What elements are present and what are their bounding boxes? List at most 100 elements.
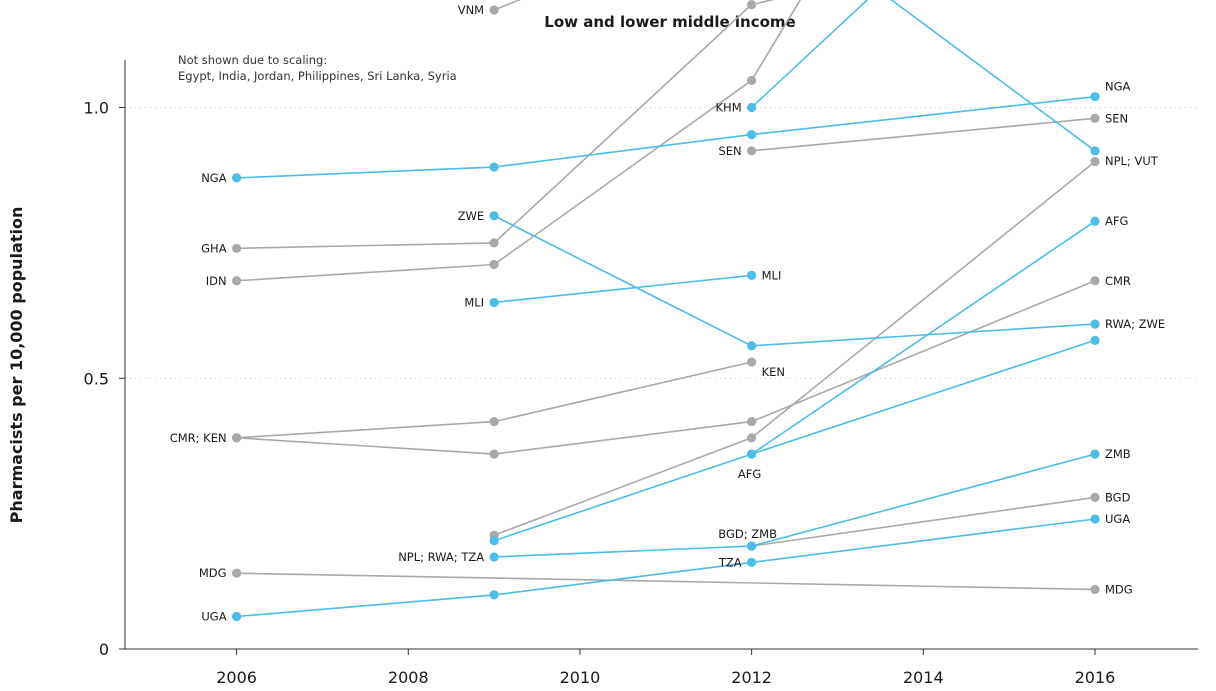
series-line-grey xyxy=(236,280,1096,455)
data-point xyxy=(747,0,757,10)
data-point xyxy=(231,173,242,183)
data-point xyxy=(1090,492,1100,502)
point-label: KEN xyxy=(762,365,785,379)
series-line-grey xyxy=(751,496,1096,547)
data-point xyxy=(1090,92,1100,102)
series-line-blue xyxy=(493,215,1096,347)
point-label: UGA xyxy=(201,610,226,624)
data-point xyxy=(489,211,499,221)
point-label: SEN xyxy=(718,144,741,158)
series-line-blue xyxy=(751,220,1096,455)
chart-title: Low and lower middle income xyxy=(544,13,795,31)
point-label: MLI xyxy=(464,295,484,309)
x-tick-label: 2010 xyxy=(560,668,601,687)
y-tick-label: 1.0 xyxy=(84,99,109,118)
data-point xyxy=(747,416,757,427)
data-point xyxy=(1090,157,1100,167)
series-line-blue xyxy=(236,518,1096,618)
point-label: BGD; ZMB xyxy=(718,527,777,541)
data-point xyxy=(231,568,242,578)
series-line-grey xyxy=(751,117,1096,152)
series-line-grey xyxy=(236,0,775,250)
series-line-blue xyxy=(890,0,1096,152)
data-point xyxy=(231,243,242,253)
data-point xyxy=(489,590,499,600)
data-point xyxy=(489,162,499,172)
series-line-blue xyxy=(494,274,752,304)
point-label: NPL; VUT xyxy=(1105,154,1159,168)
x-tick-label: 2006 xyxy=(216,668,257,687)
point-label: BGD xyxy=(1105,490,1131,504)
series-line-blue xyxy=(236,95,1096,179)
annotation-line-1: Not shown due to scaling: xyxy=(178,53,327,67)
point-label: SEN xyxy=(1105,111,1128,125)
point-label: KHM xyxy=(716,101,742,115)
series-line-blue xyxy=(494,453,1096,558)
point-label: CMR; KEN xyxy=(170,431,227,445)
data-point xyxy=(489,552,499,562)
point-label: MDG xyxy=(1105,582,1133,596)
series-line-grey xyxy=(493,160,1096,537)
series-line-grey xyxy=(236,361,752,439)
point-label: AFG xyxy=(1105,214,1128,228)
data-point xyxy=(1090,276,1100,286)
x-tick-label: 2012 xyxy=(731,668,772,687)
x-tick-label: 2016 xyxy=(1075,668,1116,687)
y-tick-label: 0.5 xyxy=(84,369,109,388)
point-label: GHA xyxy=(201,241,227,255)
data-point xyxy=(489,449,499,459)
data-point xyxy=(747,357,757,367)
data-point xyxy=(489,5,499,15)
x-tick-label: 2014 xyxy=(903,668,944,687)
data-point xyxy=(747,270,757,280)
data-point xyxy=(747,129,757,140)
point-label: NGA xyxy=(201,171,227,185)
point-label: ZMB xyxy=(1105,447,1131,461)
data-point xyxy=(747,449,757,459)
series-line-blue xyxy=(751,0,869,109)
data-point xyxy=(231,433,242,443)
data-point xyxy=(747,341,757,351)
data-point xyxy=(489,416,499,427)
data-point xyxy=(489,259,499,270)
data-point xyxy=(747,557,757,567)
y-tick-label: 0 xyxy=(99,640,109,659)
data-points xyxy=(231,0,1100,622)
series-line-grey xyxy=(236,572,1096,591)
point-labels: NGA GHA IDN CMR; KEN MDG UGA VNM ZWE MLI NPL; RWA… xyxy=(170,3,1165,624)
series-line-grey xyxy=(493,0,522,11)
point-label: AFG xyxy=(738,467,761,481)
point-label: ZWE xyxy=(458,209,485,223)
point-label: VNM xyxy=(458,3,484,17)
data-point xyxy=(1090,584,1100,595)
point-label: MLI xyxy=(762,268,782,282)
data-point xyxy=(747,102,757,113)
data-point xyxy=(1090,216,1100,226)
data-point xyxy=(1090,514,1100,524)
point-label: NPL; RWA; TZA xyxy=(398,550,484,564)
point-label: RWA; ZWE xyxy=(1105,317,1165,331)
point-label: TZA xyxy=(718,555,742,569)
data-point xyxy=(489,238,499,248)
data-point xyxy=(1090,146,1100,156)
data-point xyxy=(231,611,242,622)
data-point xyxy=(1090,335,1100,345)
annotation-line-2: Egypt, India, Jordan, Philippines, Sri L… xyxy=(178,69,457,83)
point-label: UGA xyxy=(1105,512,1130,526)
data-point xyxy=(747,433,757,443)
point-label: MDG xyxy=(199,566,227,580)
series-line-grey xyxy=(236,0,802,282)
data-point xyxy=(231,276,242,286)
data-point xyxy=(489,536,499,546)
y-axis-label: Pharmacists per 10,000 population xyxy=(7,207,26,524)
point-label: NGA xyxy=(1105,80,1131,94)
data-point xyxy=(1090,319,1100,329)
data-point xyxy=(747,541,757,551)
point-label: IDN xyxy=(206,274,227,288)
data-point xyxy=(1090,449,1100,459)
series-lines xyxy=(236,0,1096,618)
point-label: CMR xyxy=(1105,274,1131,288)
data-point xyxy=(489,297,499,308)
